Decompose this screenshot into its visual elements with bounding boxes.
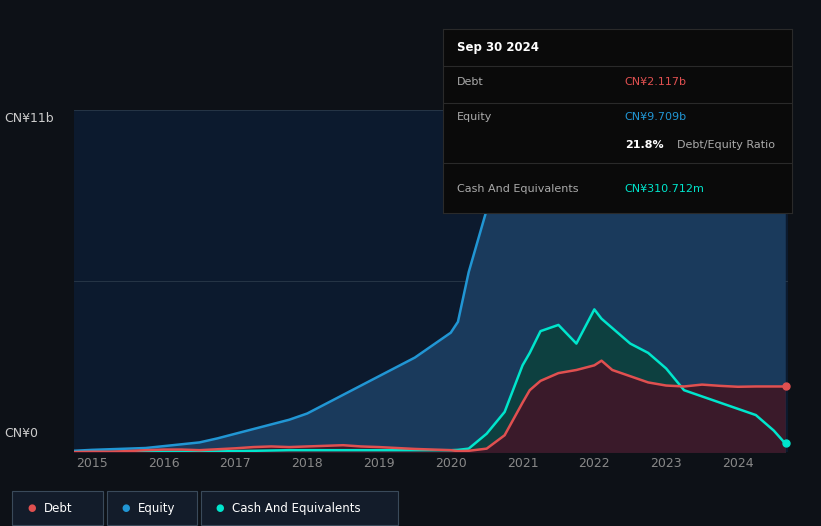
Text: Debt: Debt <box>44 502 72 514</box>
Text: Debt: Debt <box>457 77 484 87</box>
Text: CN¥310.712m: CN¥310.712m <box>625 184 704 194</box>
Text: Equity: Equity <box>457 112 493 123</box>
Text: Cash And Equivalents: Cash And Equivalents <box>457 184 579 194</box>
Text: CN¥11b: CN¥11b <box>4 112 53 125</box>
Text: CN¥2.117b: CN¥2.117b <box>625 77 687 87</box>
Text: ●: ● <box>122 503 130 513</box>
Text: Sep 30 2024: Sep 30 2024 <box>457 41 539 54</box>
Text: ●: ● <box>27 503 35 513</box>
Text: 21.8%: 21.8% <box>625 140 663 150</box>
Text: Debt/Equity Ratio: Debt/Equity Ratio <box>677 140 775 150</box>
Text: CN¥0: CN¥0 <box>4 428 38 440</box>
Text: CN¥9.709b: CN¥9.709b <box>625 112 687 123</box>
Text: ●: ● <box>216 503 224 513</box>
Text: Equity: Equity <box>138 502 176 514</box>
Text: Cash And Equivalents: Cash And Equivalents <box>232 502 361 514</box>
